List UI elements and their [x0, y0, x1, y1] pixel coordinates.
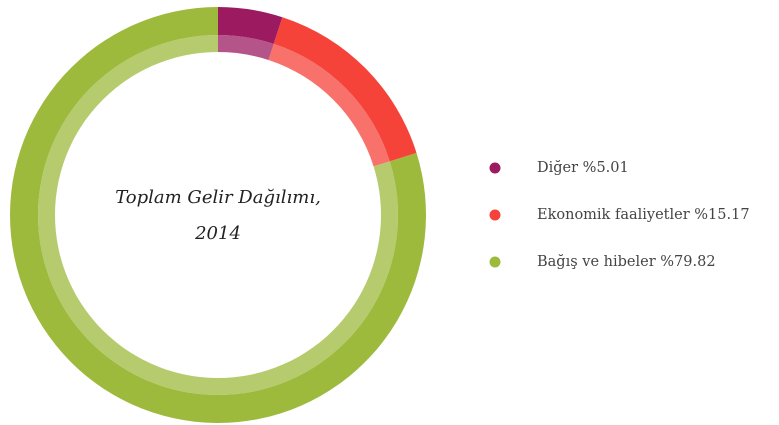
legend-value: %5.01	[583, 160, 629, 176]
donut-slice-inner	[268, 43, 390, 167]
legend-name: Bağış ve hibeler	[537, 254, 656, 270]
legend-value: %79.82	[660, 254, 715, 270]
legend-value: %15.17	[694, 207, 749, 223]
legend-name: Ekonomik faaliyetler	[537, 207, 690, 223]
legend-name: Diğer	[537, 160, 578, 176]
donut-slice-inner	[218, 35, 274, 61]
legend-marker	[489, 256, 501, 268]
chart-title: Toplam Gelir Dağılımı, 2014	[115, 187, 321, 244]
legend-label: Diğer %5.01	[537, 160, 629, 176]
legend-label: Ekonomik faaliyetler %15.17	[537, 207, 750, 223]
legend-marker	[489, 162, 501, 174]
donut-slice	[273, 17, 417, 162]
legend-label: Bağış ve hibeler %79.82	[537, 254, 716, 270]
legend-marker	[489, 209, 501, 221]
donut-slice	[218, 7, 283, 44]
